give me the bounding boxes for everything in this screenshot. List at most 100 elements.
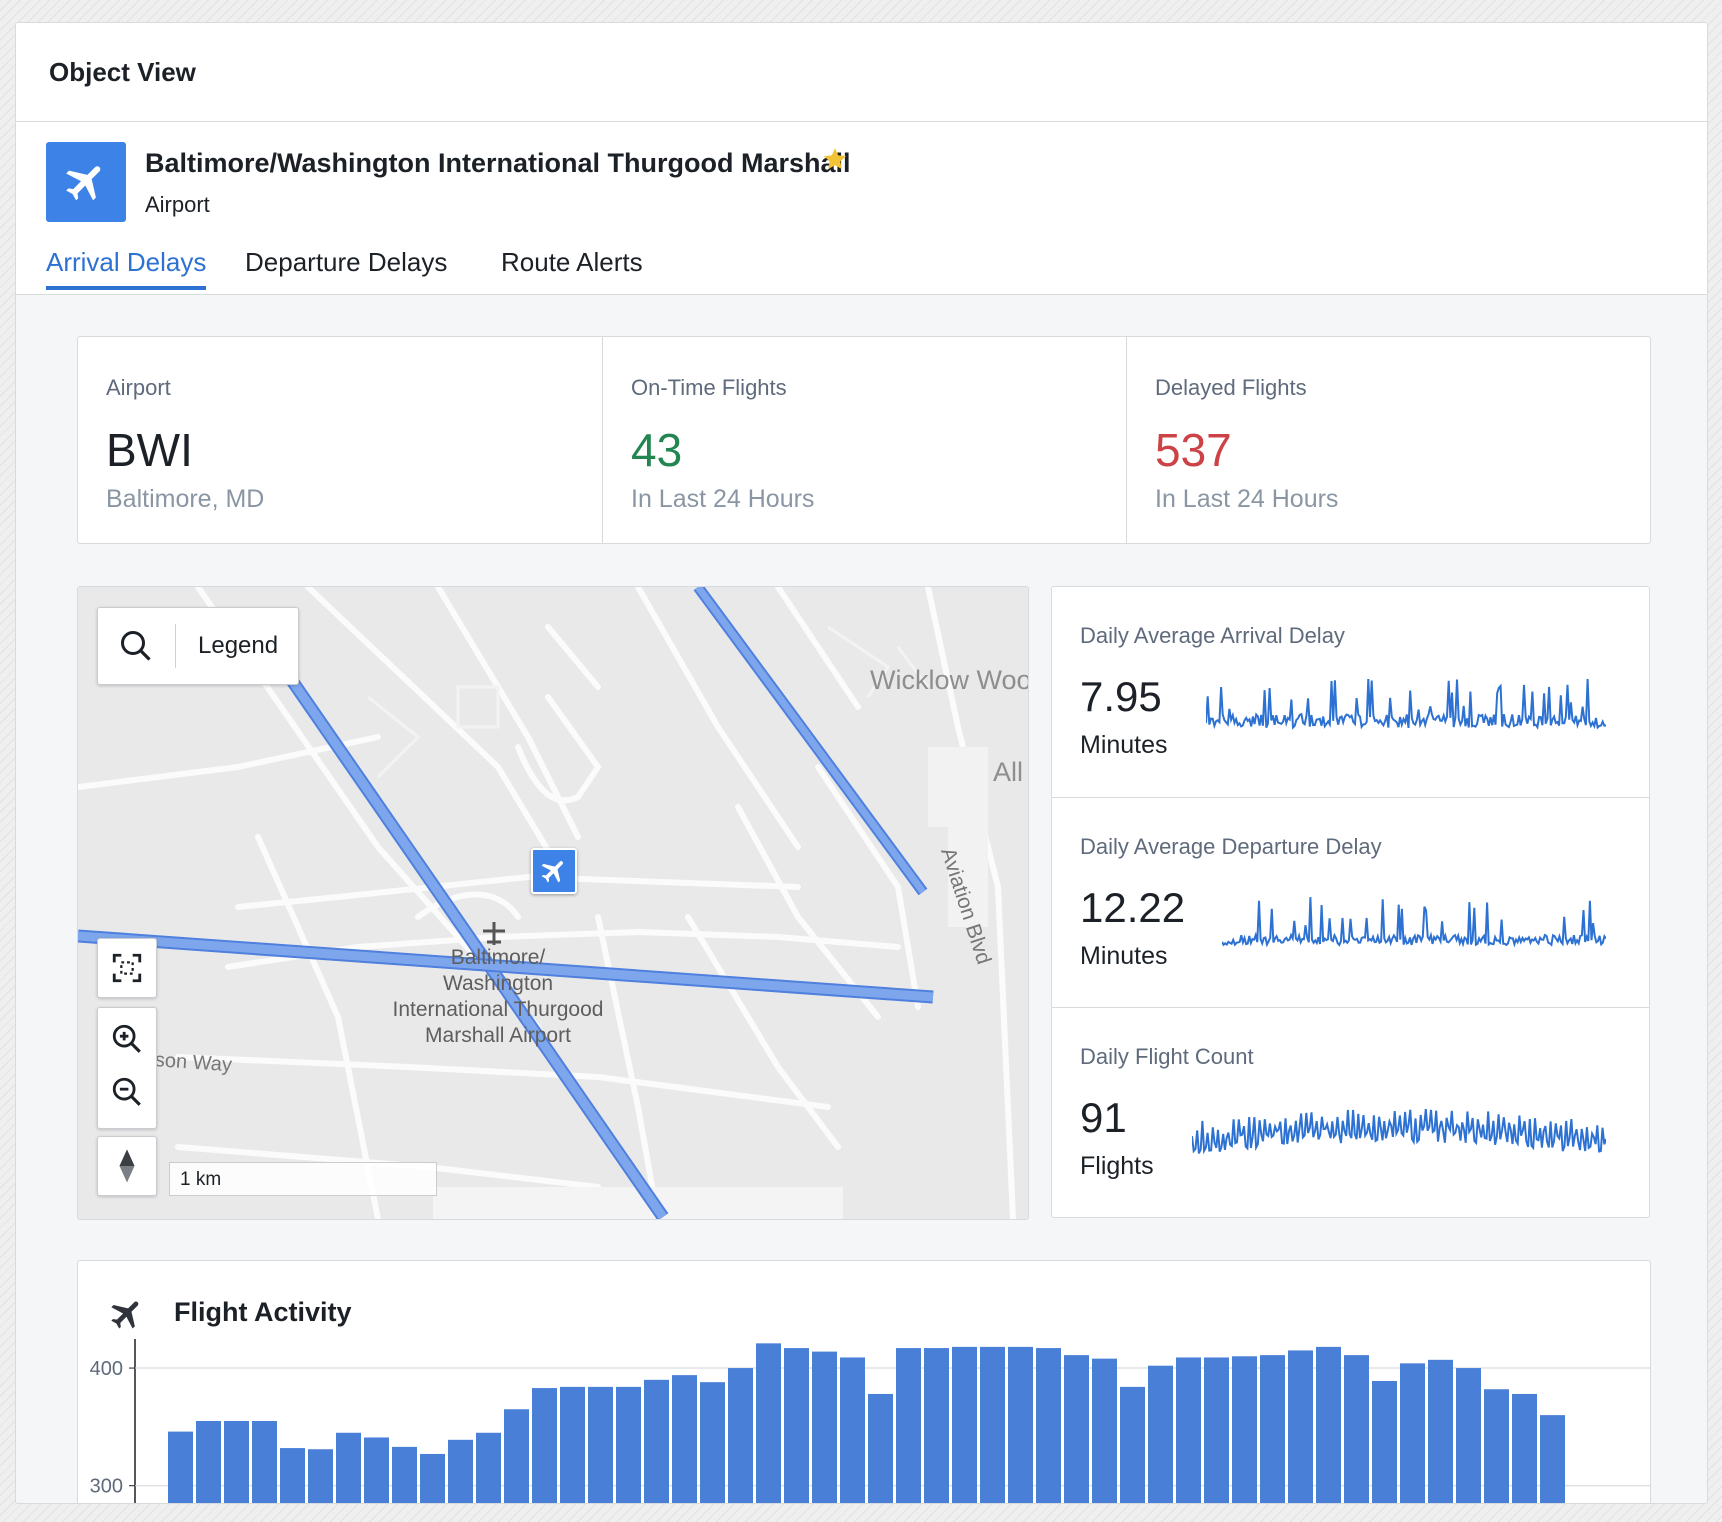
airplane-icon (541, 861, 563, 883)
bar[interactable] (980, 1346, 1005, 1504)
metric-unit: Flights (1080, 1152, 1154, 1180)
map-legend-control[interactable]: Legend (97, 607, 299, 685)
bar[interactable] (1036, 1348, 1061, 1504)
bar[interactable] (1540, 1415, 1565, 1504)
sparkline-path (1206, 678, 1606, 730)
map-label-all: All (993, 757, 1024, 787)
fit-bounds-icon[interactable] (97, 938, 157, 998)
kpi-label: Delayed Flights (1155, 375, 1307, 400)
map-airport-label-line: International Thurgood (392, 998, 604, 1021)
flight-activity-card: Flight Activity 400 300 (77, 1260, 1651, 1504)
bar[interactable] (588, 1386, 613, 1504)
bar[interactable] (1344, 1355, 1369, 1504)
panel-header: Object View (16, 23, 1707, 122)
bar[interactable] (868, 1393, 893, 1504)
bar[interactable] (420, 1453, 445, 1504)
bar[interactable] (1008, 1346, 1033, 1504)
map-airport-label: Baltimore/ Washington International Thur… (353, 945, 643, 1049)
map-scale-bar: 1 km (169, 1162, 437, 1196)
compass-icon[interactable] (97, 1136, 157, 1196)
kpi-label: Airport (106, 375, 171, 400)
bar[interactable] (1176, 1357, 1201, 1504)
bar[interactable] (252, 1421, 277, 1504)
metric-departure-delay: Daily Average Departure Delay 12.22 Minu… (1052, 797, 1649, 1007)
object-title: Baltimore/Washington International Thurg… (145, 148, 851, 178)
bar[interactable] (1372, 1381, 1397, 1504)
y-tick-label: 300 (90, 1476, 123, 1498)
bar[interactable] (812, 1351, 837, 1504)
kpi-sub: In Last 24 Hours (631, 485, 815, 513)
bar[interactable] (1512, 1393, 1537, 1504)
bar[interactable] (1092, 1358, 1117, 1504)
bar[interactable] (1456, 1368, 1481, 1504)
flight-activity-chart: 400 300 (90, 1339, 1650, 1504)
kpi-airport: Airport BWI Baltimore, MD (78, 337, 602, 543)
bar[interactable] (672, 1375, 697, 1504)
star-icon[interactable] (822, 146, 848, 177)
kpi-sub: In Last 24 Hours (1155, 485, 1339, 513)
bar[interactable] (700, 1382, 725, 1504)
metric-value: 7.95 (1080, 673, 1162, 720)
map-airport-label-line: Baltimore/ (450, 946, 546, 969)
bar[interactable] (1484, 1389, 1509, 1504)
bar[interactable] (336, 1432, 361, 1504)
map-airport-marker[interactable] (531, 848, 577, 894)
bar[interactable] (616, 1386, 641, 1504)
bar[interactable] (784, 1348, 809, 1504)
metrics-card: Daily Average Arrival Delay 7.95 Minutes… (1051, 586, 1650, 1218)
map-scale-label: 1 km (180, 1169, 222, 1190)
bar[interactable] (1260, 1355, 1285, 1504)
bar[interactable] (476, 1432, 501, 1504)
sparkline-path (1192, 1109, 1606, 1155)
bar[interactable] (1064, 1355, 1089, 1504)
panel-title: Object View (49, 57, 196, 87)
legend-button[interactable]: Legend (198, 632, 279, 659)
bar[interactable] (532, 1388, 557, 1504)
bar[interactable] (448, 1439, 473, 1504)
bar[interactable] (1120, 1386, 1145, 1504)
flight-activity-title: Flight Activity (174, 1297, 352, 1327)
zoom-in-icon[interactable] (110, 1008, 144, 1075)
metric-value: 12.22 (1080, 884, 1186, 931)
tab-departure-delays[interactable]: Departure Delays (245, 247, 448, 277)
bar[interactable] (224, 1421, 249, 1504)
bar[interactable] (1316, 1346, 1341, 1504)
bar[interactable] (1428, 1359, 1453, 1504)
bar[interactable] (308, 1449, 333, 1504)
kpi-label: On-Time Flights (631, 375, 787, 400)
bar[interactable] (924, 1348, 949, 1504)
map-airport-label-line: Marshall Airport (425, 1024, 571, 1047)
bar[interactable] (756, 1343, 781, 1504)
sparkline-path (1222, 897, 1606, 948)
tab-route-alerts[interactable]: Route Alerts (501, 247, 643, 277)
kpi-card: Airport BWI Baltimore, MD On-Time Flight… (77, 336, 1651, 544)
bar[interactable] (1148, 1365, 1173, 1504)
tab-arrival-delays[interactable]: Arrival Delays (46, 247, 207, 290)
sparkline-departure-delay (1222, 897, 1606, 948)
search-icon[interactable] (118, 628, 154, 669)
bar[interactable] (280, 1448, 305, 1504)
bar[interactable] (1400, 1363, 1425, 1504)
y-tick-label: 400 (90, 1358, 123, 1380)
bar[interactable] (896, 1348, 921, 1504)
bar[interactable] (1232, 1356, 1257, 1504)
bar[interactable] (952, 1346, 977, 1504)
object-header: Baltimore/Washington International Thurg… (16, 122, 1707, 295)
bar[interactable] (840, 1357, 865, 1504)
bar[interactable] (196, 1421, 221, 1504)
bar[interactable] (364, 1437, 389, 1504)
bar[interactable] (168, 1431, 193, 1504)
kpi-value: 537 (1155, 424, 1232, 476)
bar[interactable] (644, 1379, 669, 1504)
kpi-delayed-flights: Delayed Flights 537 In Last 24 Hours (1126, 337, 1651, 543)
bar[interactable] (392, 1446, 417, 1504)
bar[interactable] (504, 1409, 529, 1504)
map-airport-label-line: Washington (442, 972, 554, 995)
zoom-out-icon[interactable] (110, 1075, 144, 1128)
bar[interactable] (728, 1368, 753, 1504)
airport-map[interactable]: Wicklow Woo All Aviation Blvd Mathison W… (77, 586, 1029, 1220)
bar[interactable] (1288, 1350, 1313, 1504)
bar[interactable] (1204, 1357, 1229, 1504)
metric-value: 91 (1080, 1094, 1127, 1141)
bar[interactable] (560, 1386, 585, 1504)
